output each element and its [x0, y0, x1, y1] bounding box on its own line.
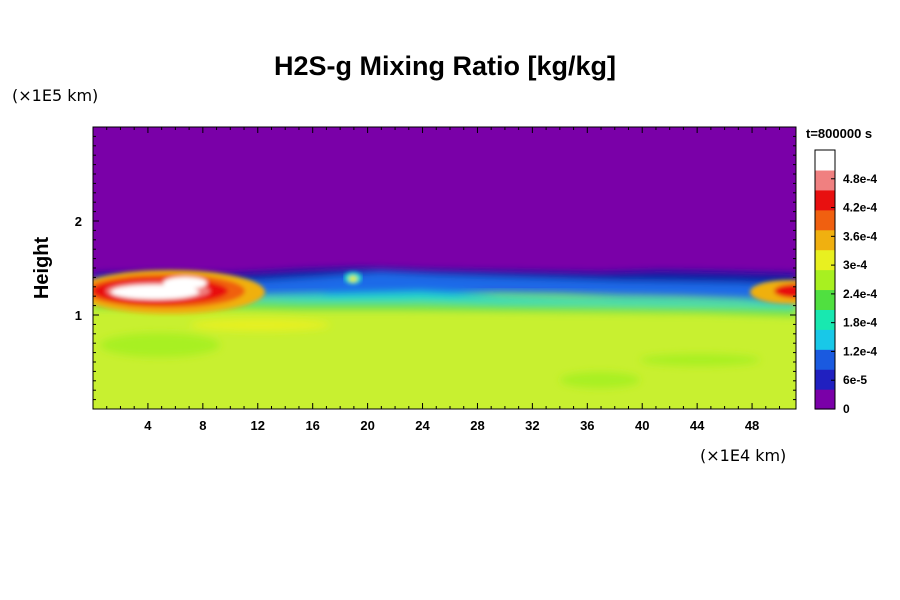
x-tick-label: 44 — [690, 418, 705, 433]
y-unit-label: (×1E5 km) — [12, 86, 98, 105]
x-tick-label: 28 — [470, 418, 484, 433]
timestamp-label: t=800000 s — [806, 126, 872, 141]
hot-spot — [93, 270, 265, 314]
x-unit-label: (×1E4 km) — [700, 446, 786, 465]
y-axis-label: Height — [31, 237, 53, 300]
colorbar-swatch — [815, 309, 835, 330]
colorbar-frame — [814, 149, 836, 410]
colorbar-tick-label: 1.2e-4 — [843, 344, 877, 358]
chart-title: H2S-g Mixing Ratio [kg/kg] — [274, 51, 616, 81]
colorbar-tick-label: 4.8e-4 — [843, 172, 877, 186]
mixing-interface — [93, 268, 796, 316]
x-axis: 4 8 12 16 20 24 28 32 36 40 44 48 — [106, 127, 781, 433]
colorbar-swatch — [815, 209, 835, 231]
right-edge-plume — [750, 280, 796, 304]
x-tick-label: 36 — [580, 418, 594, 433]
colorbar-tick-label: 1.8e-4 — [843, 316, 877, 330]
colorbar-swatch — [815, 229, 835, 251]
colorbar-tick-label: 6e-5 — [843, 373, 867, 387]
heatmap-field — [93, 127, 796, 409]
y-tick-label: 2 — [75, 214, 82, 229]
colorbar-tick-label: 3e-4 — [843, 258, 867, 272]
y-tick-label: 1 — [75, 308, 82, 323]
x-tick-label: 32 — [525, 418, 539, 433]
x-tick-label: 4 — [144, 418, 152, 433]
x-tick-label: 16 — [305, 418, 319, 433]
x-tick-label: 12 — [251, 418, 265, 433]
colorbar-swatch — [815, 189, 835, 211]
colorbar-tick-label: 3.6e-4 — [843, 229, 877, 243]
x-tick-label: 48 — [745, 418, 759, 433]
lower-texture — [100, 319, 760, 388]
colorbar: 0 6e-5 1.2e-4 1.8e-4 2.4e-4 3e-4 3.6e-4 4.2e-4 4… — [814, 149, 877, 416]
x-tick-label: 40 — [635, 418, 649, 433]
colorbar-swatch — [815, 349, 835, 370]
colorbar-swatch — [815, 389, 835, 410]
colorbar-tick-label: 0 — [843, 402, 850, 416]
x-tick-label: 8 — [199, 418, 206, 433]
y-axis: 12 — [75, 135, 796, 401]
colorbar-swatch — [815, 329, 835, 350]
x-tick-label: 24 — [415, 418, 430, 433]
colorbar-swatch — [815, 289, 835, 310]
colorbar-tick-label: 4.2e-4 — [843, 201, 877, 215]
colorbar-swatch — [815, 269, 835, 291]
x-tick-label: 20 — [360, 418, 374, 433]
colorbar-swatch — [815, 369, 835, 390]
colorbar-swatch — [815, 169, 835, 191]
colorbar-tick-label: 2.4e-4 — [843, 287, 877, 301]
colorbar-swatch — [815, 150, 835, 171]
colorbar-swatch — [815, 249, 835, 271]
local-eddy — [344, 272, 362, 284]
